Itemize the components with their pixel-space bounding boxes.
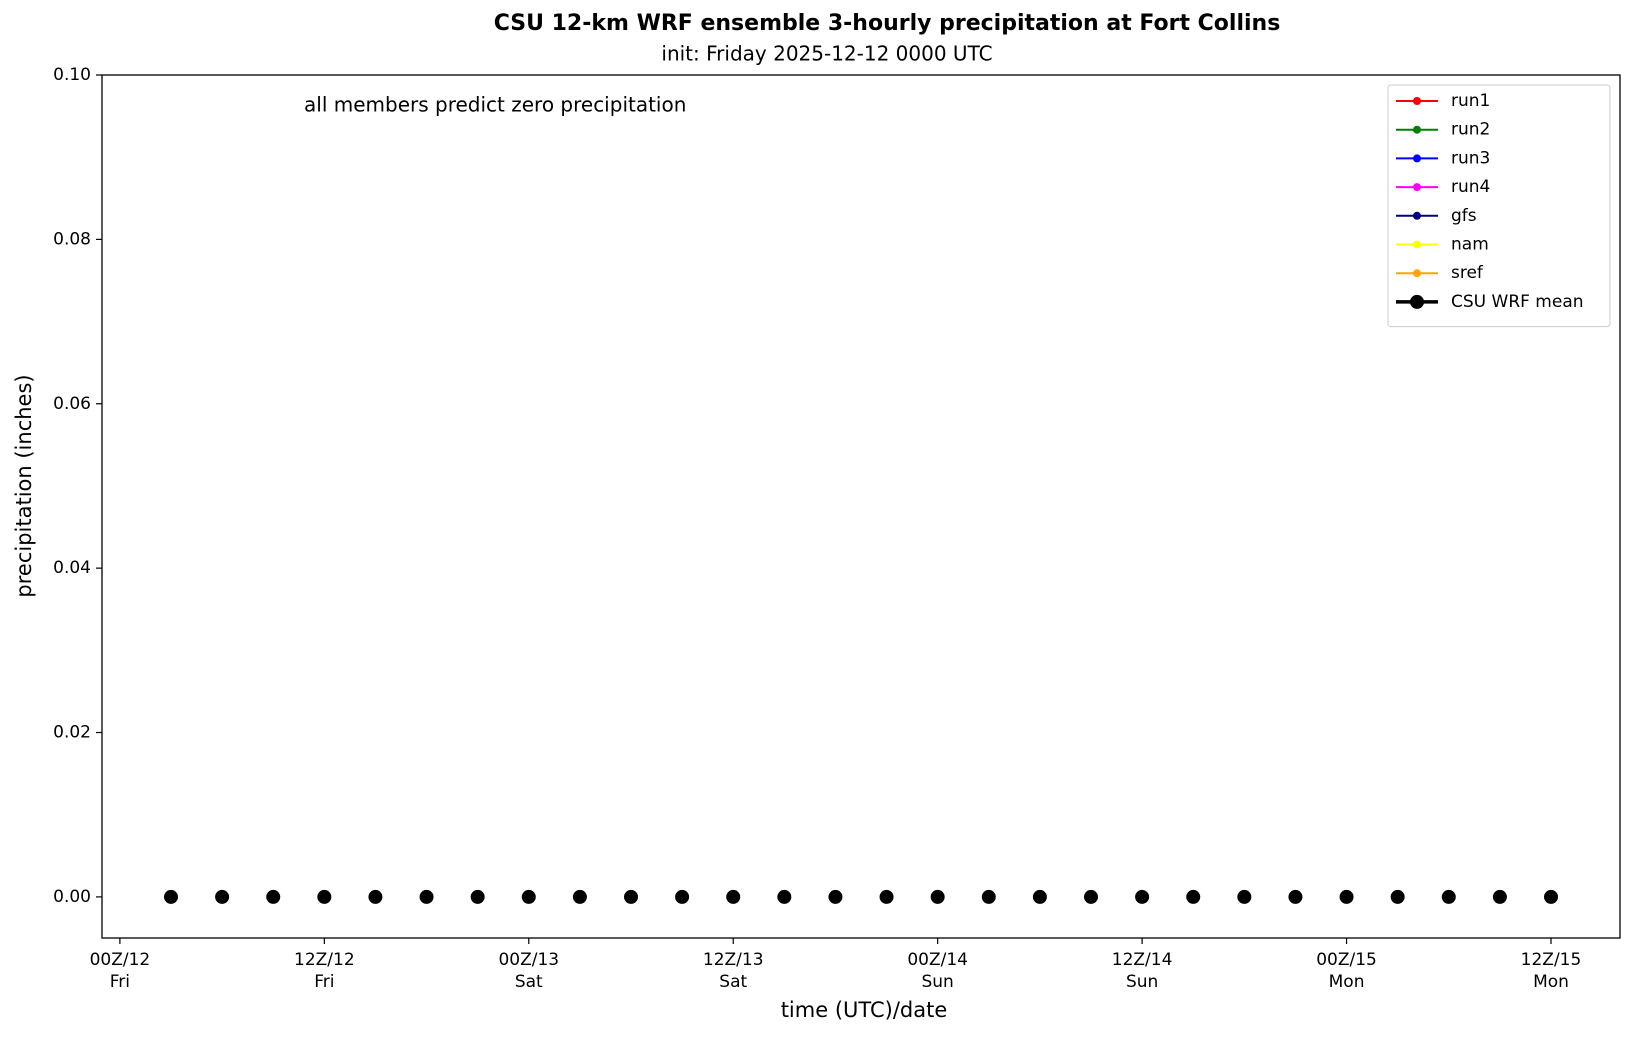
y-tick-label: 0.10 <box>53 65 91 85</box>
data-point <box>1492 889 1507 904</box>
data-point <box>1084 889 1098 904</box>
x-tick-label: 12Z/12 <box>294 950 355 970</box>
x-tick-label: Mon <box>1533 972 1569 992</box>
legend-marker <box>1413 269 1421 278</box>
x-tick-label: 12Z/15 <box>1521 950 1582 970</box>
chart-title: CSU 12-km WRF ensemble 3-hourly precipit… <box>494 11 1281 36</box>
legend-marker <box>1413 211 1421 220</box>
legend-marker <box>1413 183 1421 192</box>
data-point <box>521 889 536 904</box>
legend-label: CSU WRF mean <box>1451 292 1584 312</box>
legend-label: run4 <box>1451 177 1490 197</box>
legend-marker <box>1413 125 1421 134</box>
data-point <box>675 889 690 904</box>
legend-marker <box>1413 240 1421 249</box>
legend-label: gfs <box>1451 206 1477 226</box>
data-point <box>1544 889 1558 904</box>
y-axis-label: precipitation (inches) <box>12 374 36 597</box>
data-point <box>368 889 383 904</box>
data-point <box>266 889 281 904</box>
plot-frame <box>101 74 1621 939</box>
legend-box <box>1387 84 1611 328</box>
data-point <box>317 889 332 904</box>
x-tick-label: Sat <box>515 972 543 992</box>
data-point <box>1186 889 1201 904</box>
data-point <box>1135 889 1150 904</box>
legend-label: run1 <box>1451 91 1490 111</box>
x-tick-label: 12Z/13 <box>703 950 764 970</box>
x-tick-label: Sun <box>921 972 953 992</box>
legend-label: sref <box>1451 263 1484 283</box>
data-point <box>1237 889 1252 904</box>
data-point <box>470 889 485 904</box>
data-point <box>981 889 996 904</box>
data-point <box>930 889 945 904</box>
x-tick-label: Fri <box>110 972 130 992</box>
data-point <box>164 889 178 904</box>
x-tick-label: 00Z/12 <box>90 950 151 970</box>
data-point <box>1390 889 1405 904</box>
x-tick-label: 00Z/15 <box>1316 950 1377 970</box>
annotation: all members predict zero precipitation <box>304 93 686 117</box>
legend-marker <box>1410 294 1424 309</box>
x-tick-label: Fri <box>314 972 334 992</box>
data-point <box>1441 889 1456 904</box>
data-point <box>828 889 843 904</box>
legend-marker <box>1413 154 1421 163</box>
x-tick-label: 12Z/14 <box>1112 950 1173 970</box>
legend-label: run3 <box>1451 148 1490 168</box>
data-point <box>1339 889 1354 904</box>
data-point <box>624 889 638 904</box>
data-point <box>572 889 587 904</box>
chart-subtitle: init: Friday 2025-12-12 0000 UTC <box>661 42 992 66</box>
x-tick-label: 00Z/14 <box>907 950 968 970</box>
x-tick-label: Sat <box>719 972 747 992</box>
y-tick-label: 0.00 <box>53 887 91 907</box>
legend-label: run2 <box>1451 120 1490 140</box>
y-tick-label: 0.06 <box>53 394 91 414</box>
data-point <box>879 889 894 904</box>
x-axis-label: time (UTC)/date <box>781 998 948 1022</box>
data-point <box>419 889 434 904</box>
x-tick-label: 00Z/13 <box>498 950 559 970</box>
legend-label: nam <box>1451 235 1489 255</box>
data-point <box>1032 889 1047 904</box>
x-tick-label: Mon <box>1329 972 1365 992</box>
legend-marker <box>1413 97 1421 105</box>
y-tick-label: 0.08 <box>53 229 91 249</box>
y-tick-label: 0.04 <box>53 558 91 578</box>
data-point <box>726 889 741 904</box>
data-point <box>1288 889 1303 904</box>
x-tick-label: Sun <box>1126 972 1158 992</box>
y-tick-label: 0.02 <box>53 723 91 743</box>
data-point <box>215 889 230 904</box>
data-point <box>777 889 792 904</box>
